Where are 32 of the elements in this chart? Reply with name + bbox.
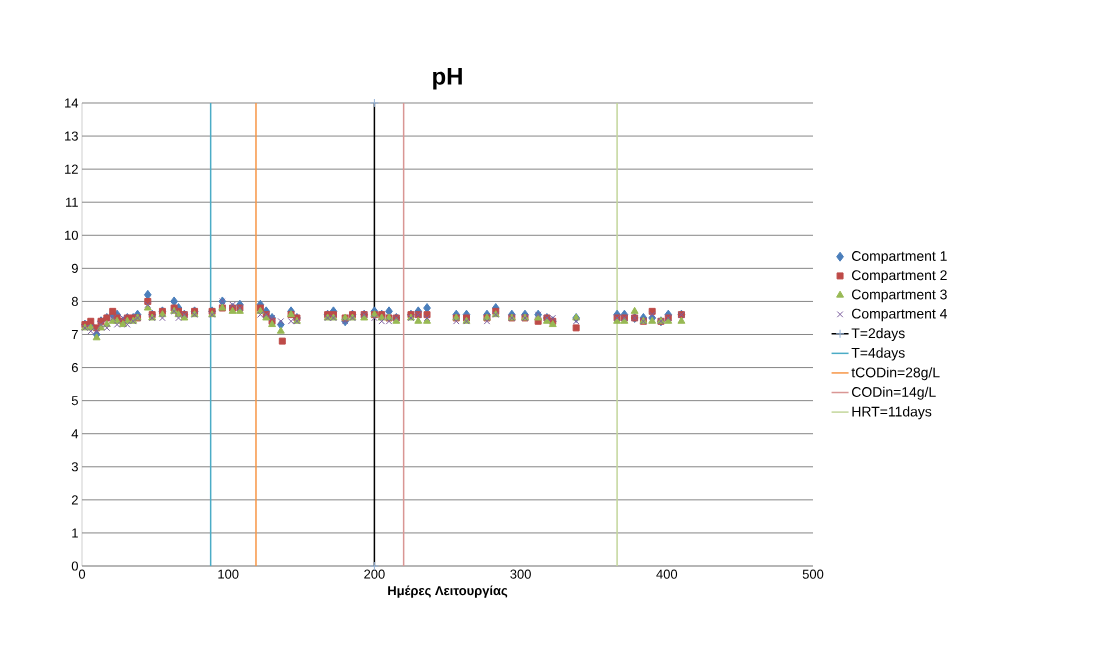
legend-label: CODin=14g/L (852, 386, 936, 400)
y-tick-label: 4 (71, 429, 79, 439)
y-tick-label: 10 (65, 230, 78, 240)
x-tick-label: 0 (78, 569, 86, 579)
x-axis-title: Ημέρες Λειτουργίας (388, 585, 508, 598)
legend-label: T=2days (851, 327, 905, 341)
legend-label: tCODin=28g/L (851, 367, 940, 381)
y-tick-label: 7 (71, 330, 78, 339)
y-tick-label: 5 (71, 396, 78, 406)
legend-label: Compartment 3 (852, 289, 947, 303)
y-tick-label: 14 (65, 98, 79, 108)
x-tick-label: 200 (364, 569, 385, 579)
y-tick-label: 3 (71, 462, 78, 472)
y-tick-label: 12 (65, 164, 78, 174)
y-tick-label: 1 (72, 528, 78, 538)
y-tick-label: 11 (66, 197, 78, 207)
y-tick-label: 0 (71, 561, 78, 571)
x-tick-label: 400 (656, 569, 678, 579)
y-tick-label: 8 (71, 296, 78, 307)
chart-title: pH (433, 68, 462, 90)
y-tick-label: 2 (71, 495, 78, 505)
x-tick-label: 500 (802, 569, 824, 579)
y-tick-label: 6 (71, 362, 78, 373)
x-tick-label: 300 (510, 569, 531, 579)
legend-label: T=4days (851, 347, 905, 361)
y-tick-label: 13 (65, 131, 78, 141)
y-tick-label: 9 (71, 263, 78, 273)
legend-label: Compartment 2 (852, 270, 947, 283)
legend-label: Compartment 1 (852, 251, 947, 264)
x-tick-label: 100 (218, 569, 239, 579)
legend-label: Compartment 4 (852, 308, 947, 322)
legend-label: HRT=11days (852, 406, 932, 420)
